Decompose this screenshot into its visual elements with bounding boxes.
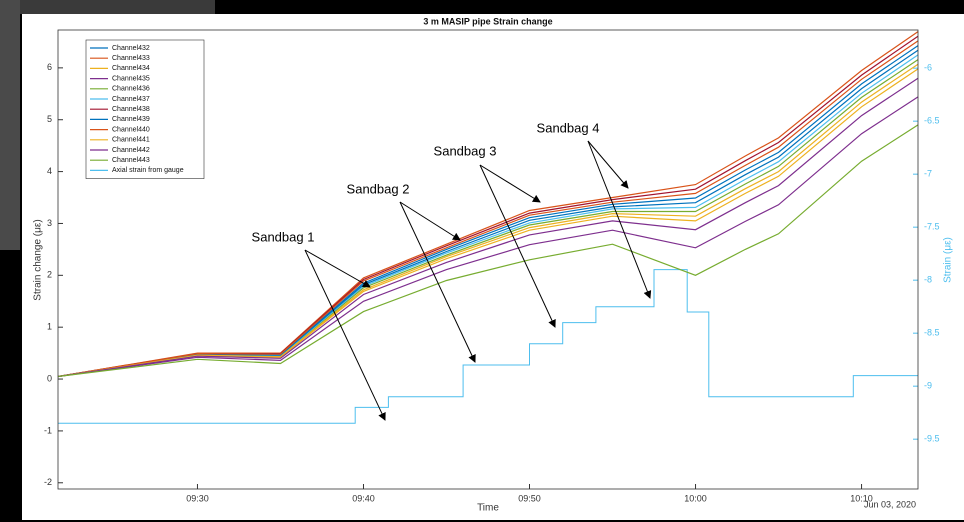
- annotation: Sandbag 3: [434, 143, 497, 158]
- annotation-arrow: [399, 201, 461, 241]
- y-tick-label: 2: [47, 270, 52, 280]
- y-tick-label: -2: [44, 477, 52, 487]
- annotation: Sandbag 2: [347, 181, 410, 196]
- legend-label: Channel432: [112, 45, 150, 52]
- legend-label: Channel440: [112, 126, 150, 133]
- y2-tick-label: -8: [924, 275, 932, 285]
- legend-label: Channel443: [112, 157, 150, 164]
- y2-axis-label: Strain (με): [943, 237, 954, 283]
- annotation-arrow: [479, 164, 541, 203]
- annotation-arrow: [479, 164, 556, 328]
- series-line: [57, 63, 919, 378]
- annotation-arrow: [304, 249, 371, 288]
- annotation-arrow: [587, 140, 629, 189]
- y-axis-label: Strain change (με): [33, 219, 44, 300]
- y-tick-label: 4: [47, 166, 52, 176]
- y2-tick-label: -6.5: [924, 116, 940, 126]
- legend-label: Channel442: [112, 147, 150, 154]
- legend-label: Channel435: [112, 75, 150, 82]
- y-tick-label: 3: [47, 218, 52, 228]
- series-line: [57, 49, 919, 378]
- x-tick-label: 10:00: [684, 493, 707, 503]
- x-tick-label: 10:10: [850, 493, 873, 503]
- annotation-arrow: [587, 140, 652, 299]
- annotation: Sandbag 1: [252, 229, 315, 244]
- x-tick-label: 09:40: [352, 493, 375, 503]
- y-tick-label: 1: [47, 322, 52, 332]
- legend-label: Axial strain from gauge: [112, 167, 184, 174]
- y2-tick-label: -9: [924, 381, 932, 391]
- annotation: Sandbag 4: [537, 120, 600, 135]
- x-axis-label: Time: [477, 503, 499, 514]
- y2-tick-label: -7: [924, 169, 932, 179]
- series-line: [57, 77, 919, 378]
- plot-frame: [57, 29, 919, 490]
- background-photo: [0, 0, 20, 250]
- legend-label: Channel433: [112, 55, 150, 62]
- chart-title: 3 m MASIP pipe Strain change: [423, 16, 552, 26]
- y-tick-label: 5: [47, 114, 52, 124]
- y-tick-label: 0: [47, 373, 52, 383]
- background-photo: [0, 0, 215, 14]
- y-tick-label: -1: [44, 425, 52, 435]
- legend-label: Channel436: [112, 86, 150, 93]
- x-date-label: Jun 03, 2020: [864, 499, 916, 509]
- annotation-arrow: [304, 249, 386, 421]
- series-line: [57, 96, 919, 378]
- y2-tick-label: -9.5: [924, 434, 940, 444]
- series-line: [57, 40, 919, 378]
- y2-tick-label: -8.5: [924, 328, 940, 338]
- x-tick-label: 09:30: [186, 493, 209, 503]
- series-line: [57, 124, 919, 378]
- legend-label: Channel441: [112, 137, 150, 144]
- legend-label: Channel434: [112, 65, 150, 72]
- x-tick-label: 09:50: [518, 493, 541, 503]
- legend-label: Channel439: [112, 116, 150, 123]
- series-line: [58, 269, 918, 424]
- y2-tick-label: -7.5: [924, 222, 940, 232]
- legend-label: Channel438: [112, 106, 150, 113]
- legend-label: Channel437: [112, 96, 150, 103]
- annotation-arrow: [399, 201, 476, 363]
- y2-tick-label: -6: [924, 63, 932, 73]
- y-tick-label: 6: [47, 62, 52, 72]
